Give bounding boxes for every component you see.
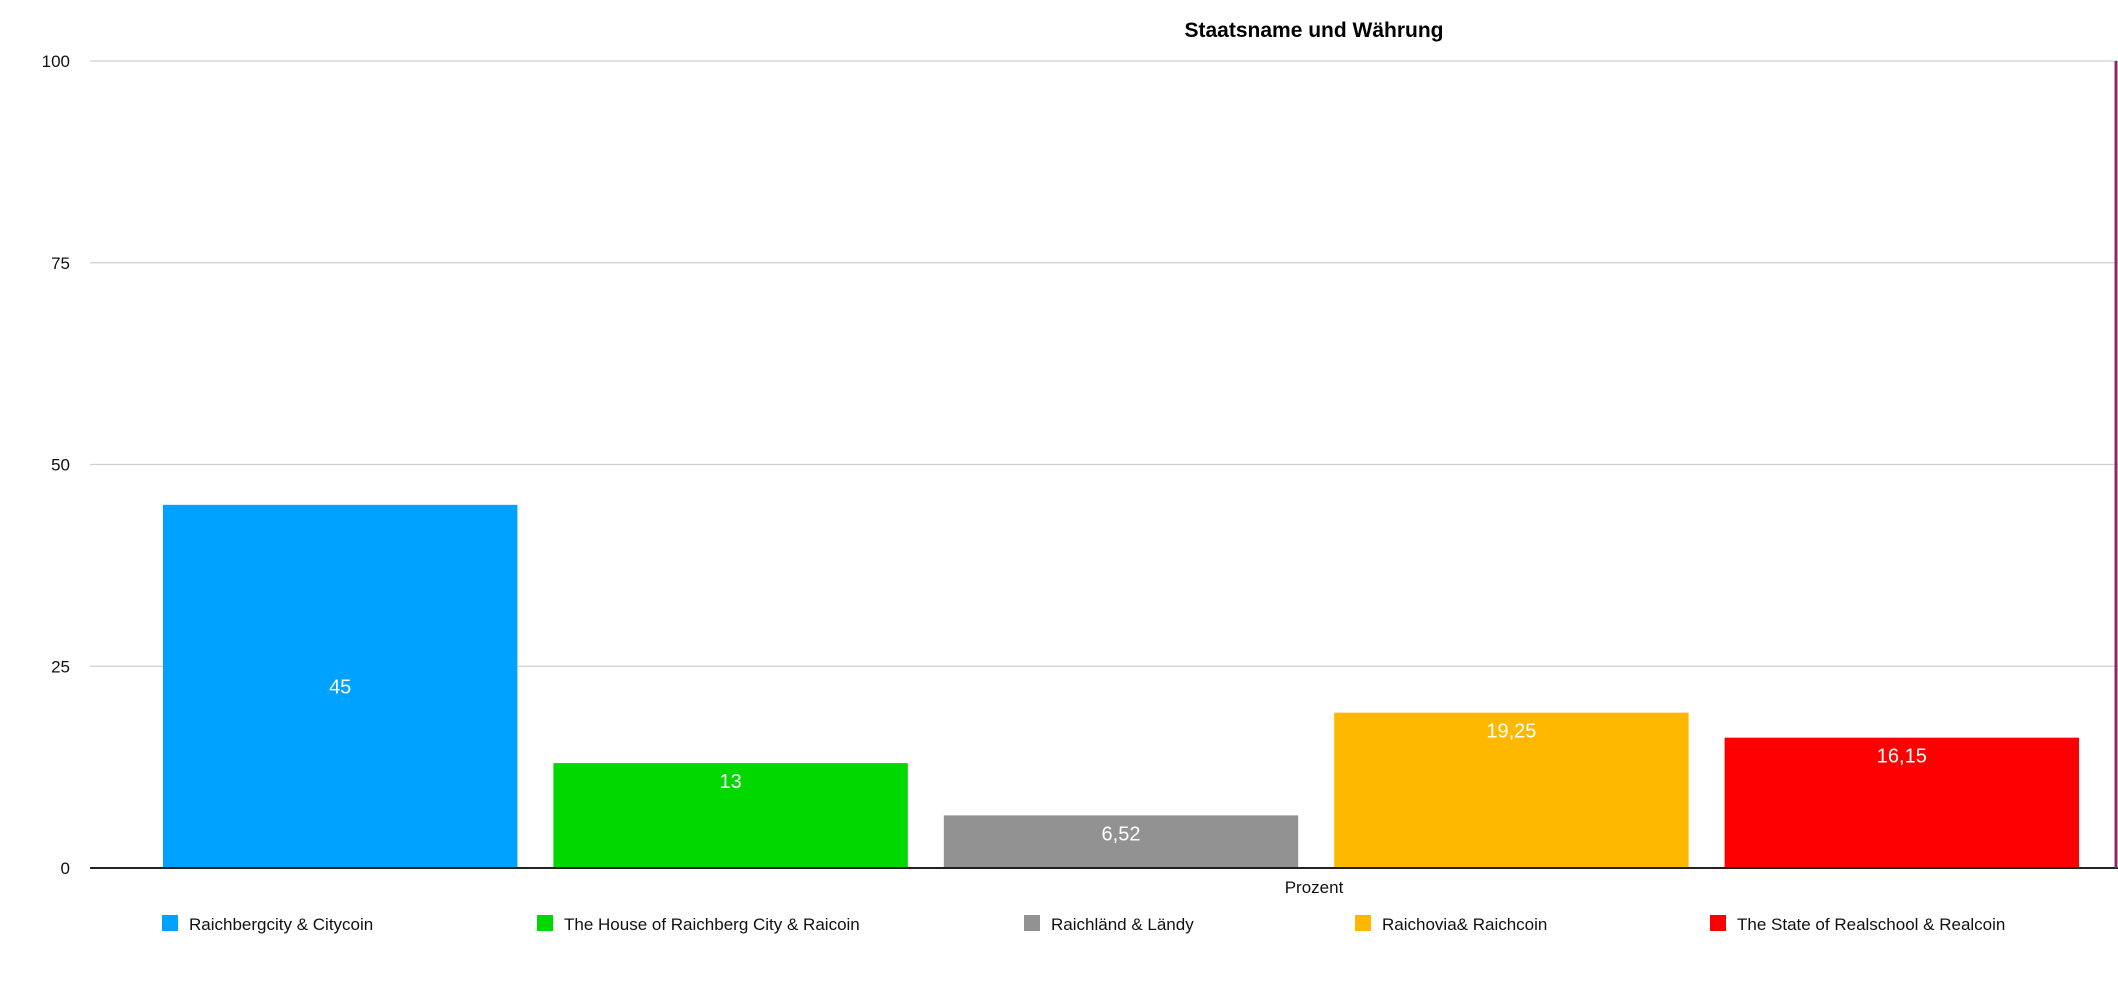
chart-title: Staatsname und Währung — [1184, 19, 1443, 42]
y-tick-label: 100 — [42, 52, 70, 71]
bar — [1724, 737, 2079, 868]
legend: Raichbergcity & Citycoin The House of Rai… — [162, 915, 2005, 934]
data-label: 16,15 — [1877, 746, 1927, 768]
y-axis-ticks: 0 25 50 75 100 — [42, 52, 70, 878]
bar — [163, 504, 518, 868]
data-labels: 45 13 6,52 19,25 16,15 — [329, 676, 1927, 845]
legend-swatch — [1355, 915, 1371, 931]
data-label: 19,25 — [1486, 721, 1536, 743]
legend-label: Raichbergcity & Citycoin — [189, 915, 373, 934]
legend-label: The House of Raichberg City & Raicoin — [564, 915, 860, 934]
legend-label: The State of Realschool & Realcoin — [1737, 915, 2005, 934]
data-label: 45 — [329, 676, 351, 698]
legend-label: Raichovia& Raichcoin — [1382, 915, 1547, 934]
y-tick-label: 75 — [51, 254, 70, 273]
x-axis-label: Prozent — [1285, 878, 1344, 897]
bar — [943, 815, 1299, 868]
legend-swatch — [1710, 915, 1726, 931]
legend-swatch — [537, 915, 553, 931]
y-tick-label: 50 — [51, 456, 70, 475]
data-label: 13 — [719, 771, 741, 793]
legend-swatch — [162, 915, 178, 931]
y-tick-label: 0 — [61, 859, 70, 878]
bars — [163, 504, 2079, 868]
bar — [553, 763, 908, 868]
y-tick-label: 25 — [51, 657, 70, 676]
gridlines — [90, 60, 2118, 667]
legend-label: Raichländ & Ländy — [1051, 915, 1194, 934]
data-label: 6,52 — [1102, 823, 1141, 845]
legend-swatch — [1024, 915, 1040, 931]
bar — [1334, 712, 1689, 868]
